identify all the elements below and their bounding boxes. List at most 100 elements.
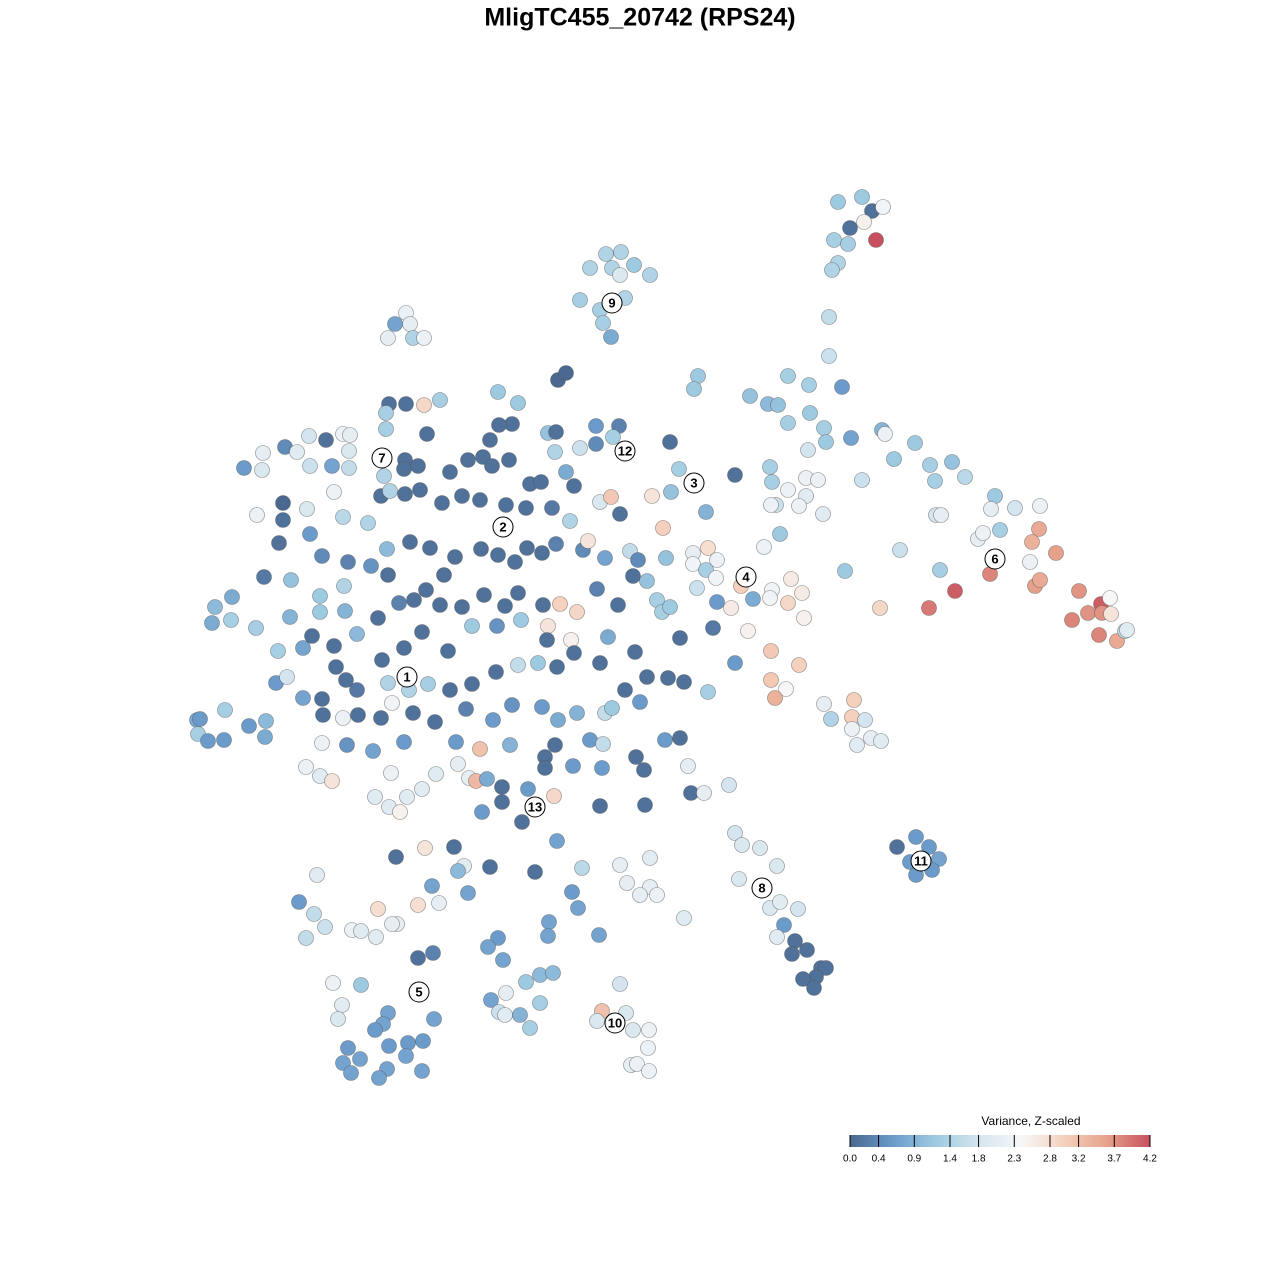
point	[672, 730, 688, 746]
point	[491, 417, 507, 433]
colorbar-tick-label: 1.4	[943, 1154, 957, 1165]
point	[708, 570, 724, 586]
point	[639, 669, 655, 685]
point	[642, 267, 658, 283]
point	[552, 596, 568, 612]
point	[975, 525, 991, 541]
point	[762, 590, 778, 606]
point	[353, 923, 369, 939]
point	[343, 1065, 359, 1081]
point	[335, 710, 351, 726]
point	[378, 405, 394, 421]
point	[241, 718, 257, 734]
point	[440, 643, 456, 659]
point	[207, 599, 223, 615]
point	[794, 585, 810, 601]
point	[248, 620, 264, 636]
point	[513, 612, 529, 628]
point	[330, 1011, 346, 1027]
point	[370, 901, 386, 917]
point	[840, 236, 856, 252]
point	[472, 492, 488, 508]
point	[398, 396, 414, 412]
point	[537, 760, 553, 776]
point	[830, 194, 846, 210]
point	[705, 620, 721, 636]
point	[414, 781, 430, 797]
point	[1022, 554, 1038, 570]
point	[672, 630, 688, 646]
colorbar-title: Variance, Z-scaled	[981, 1114, 1080, 1128]
point	[655, 520, 671, 536]
point	[540, 928, 556, 944]
point	[494, 779, 510, 795]
point	[595, 736, 611, 752]
point	[821, 348, 837, 364]
point	[350, 707, 366, 723]
point	[446, 839, 462, 855]
point	[497, 598, 513, 614]
point	[498, 497, 514, 513]
point	[922, 457, 938, 473]
cluster-marker	[614, 440, 636, 462]
point	[873, 733, 889, 749]
point	[442, 682, 458, 698]
point	[872, 600, 888, 616]
point	[402, 316, 418, 332]
point	[640, 1040, 656, 1056]
point	[532, 967, 548, 983]
point	[349, 682, 365, 698]
point	[927, 473, 943, 489]
point	[742, 388, 758, 404]
point	[426, 1011, 442, 1027]
point	[309, 867, 325, 883]
point	[783, 571, 799, 587]
point	[464, 618, 480, 634]
point	[367, 789, 383, 805]
point	[875, 199, 891, 215]
point	[275, 512, 291, 528]
point	[778, 681, 794, 697]
point	[434, 495, 450, 511]
point	[384, 916, 400, 932]
point	[549, 833, 565, 849]
point	[629, 1056, 645, 1072]
point	[306, 906, 322, 922]
point	[603, 489, 619, 505]
point	[204, 615, 220, 631]
point	[892, 542, 908, 558]
point	[427, 714, 443, 730]
point	[613, 244, 629, 260]
point	[591, 927, 607, 943]
point	[1024, 534, 1040, 550]
point	[731, 871, 747, 887]
point	[857, 712, 873, 728]
point	[763, 643, 779, 659]
point	[886, 451, 902, 467]
point	[637, 797, 653, 813]
point	[302, 458, 318, 474]
point	[295, 640, 311, 656]
point	[1032, 498, 1048, 514]
point	[889, 839, 905, 855]
point	[597, 550, 613, 566]
point	[304, 628, 320, 644]
point	[582, 260, 598, 276]
point	[479, 771, 495, 787]
point	[458, 701, 474, 717]
point	[582, 732, 598, 748]
cluster-label: 9	[608, 295, 615, 310]
point	[396, 640, 412, 656]
point	[428, 766, 444, 782]
point	[454, 488, 470, 504]
point	[660, 670, 676, 686]
point	[368, 929, 384, 945]
point	[414, 624, 430, 640]
colorbar-tick-label: 2.3	[1007, 1154, 1021, 1165]
point	[339, 737, 355, 753]
point	[271, 535, 287, 551]
point	[534, 545, 550, 561]
point	[957, 469, 973, 485]
point	[823, 711, 839, 727]
